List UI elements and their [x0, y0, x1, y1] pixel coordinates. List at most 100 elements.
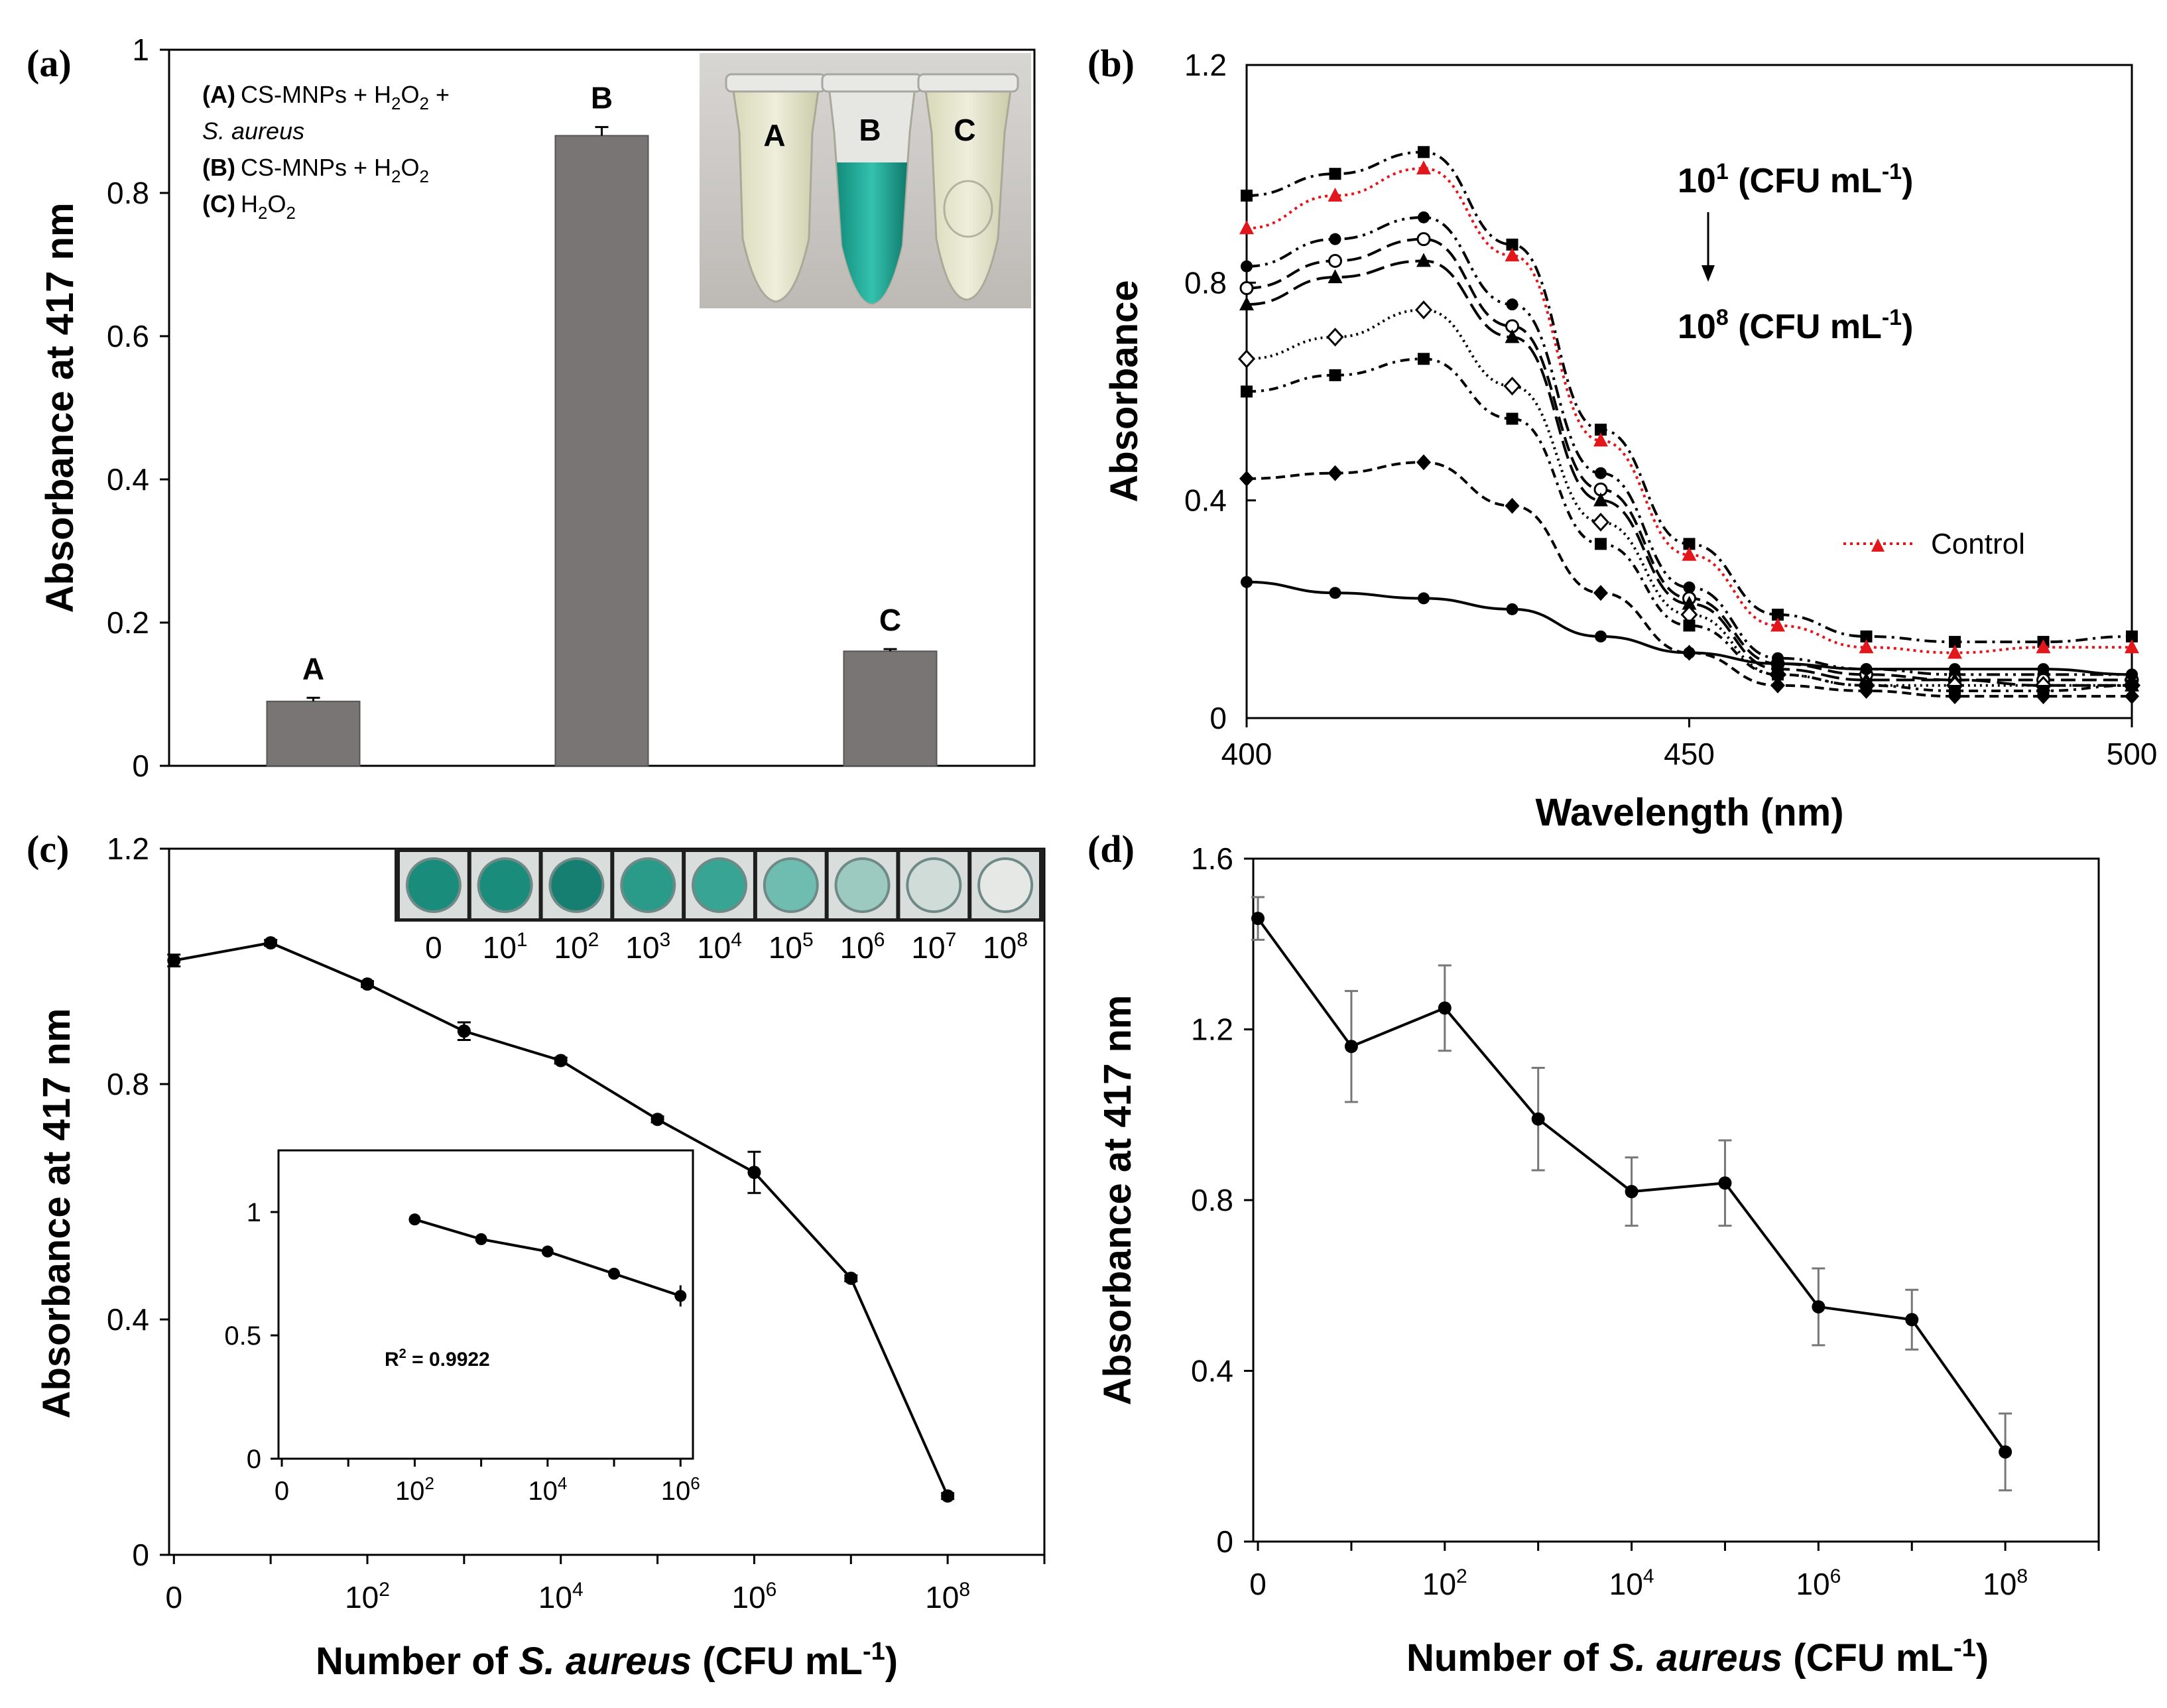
- panel-d-y-axis-title: Absorbance at 417 nm: [1096, 995, 1139, 1406]
- spectrum-point-Control: [1682, 546, 1697, 561]
- spectrum-point-10e5: [1503, 377, 1521, 396]
- spectrum-point-10e1: [1949, 636, 1961, 648]
- spectrum-point-10e3: [1328, 254, 1342, 268]
- spectrum-point-10e8: [1241, 576, 1253, 588]
- panel-d-x-tick-label: 0: [1249, 1567, 1267, 1601]
- spectrum-point-10e1: [1506, 238, 1518, 251]
- spectrum-point-Control: [1328, 188, 1343, 202]
- tube-label-c: C: [954, 113, 975, 147]
- panel-d-label: (d): [1087, 827, 1135, 871]
- panel-b-y-axis-title: Absorbance: [1103, 280, 1146, 502]
- panel-a-legend: (A) CS-MNPs + H2O2 + S. aureus (B) CS-MNPs…: [202, 81, 450, 223]
- panel-c-data-point: [941, 1489, 955, 1503]
- control-legend-label: Control: [1931, 528, 2025, 560]
- well-label: 108: [983, 929, 1028, 965]
- spectrum-point-10e7: [1770, 677, 1785, 694]
- panel-b-x-tick-label: 500: [2107, 737, 2158, 771]
- panel-d: (d) 0 0.4 0.8 1.2 1.6 0 102 104 106 108 Absorbanc…: [1087, 827, 2100, 1679]
- control-legend: Control: [1843, 528, 2025, 560]
- panel-d-plot-frame: [1252, 857, 2100, 1543]
- inset-y-tick-label: 1: [247, 1198, 261, 1227]
- panel-c-y-tick-label: 1.2: [107, 831, 149, 866]
- tube-a: [725, 73, 827, 303]
- inset-frame: [277, 1149, 694, 1460]
- inset-y-tick-label: 0: [247, 1445, 261, 1474]
- inset-x-tick-label: 0: [275, 1477, 289, 1506]
- inset-x-tick-label: 104: [528, 1473, 567, 1506]
- spectrum-point-10e1: [1241, 190, 1253, 202]
- legend-entry-b: (B) CS-MNPs + H2O2: [202, 154, 429, 186]
- bar-label-B: B: [591, 81, 613, 115]
- well: [977, 857, 1034, 913]
- spectrum-point-10e5: [1237, 349, 1256, 369]
- panel-d-data-point: [1625, 1185, 1639, 1199]
- tube-label-a: A: [763, 118, 785, 152]
- well-label: 106: [840, 929, 885, 965]
- spectrum-point-10e3: [1239, 281, 1254, 296]
- panel-b-axes: 0 0.4 0.8 1.2 400 450 500: [1184, 48, 2157, 771]
- well-label: 107: [911, 929, 956, 965]
- spectrum-point-10e1: [1329, 168, 1341, 180]
- inset-x-tick-label: 106: [661, 1473, 700, 1506]
- well: [620, 857, 676, 913]
- well-label: 0: [425, 930, 442, 965]
- panel-b-series: [1237, 146, 2141, 705]
- spectrum-point-10e6: [1418, 353, 1430, 365]
- panel-b: (b) 0 0.4 0.8 1.2 400 450 500 Absorbance Wavel…: [1087, 42, 2157, 834]
- spectrum-point-10e1: [1683, 538, 1696, 550]
- panel-a-y-tick-label: 0.4: [107, 462, 149, 497]
- spectrum-point-10e2: [1418, 211, 1430, 223]
- well: [834, 857, 891, 913]
- spectrum-point-10e8: [2037, 663, 2050, 676]
- spectrum-point-10e6: [1683, 619, 1696, 632]
- concentration-annotation: 101 (CFU mL-1) 108 (CFU mL-1): [1678, 159, 1913, 346]
- legend-entry-c: (C) H2O2: [202, 190, 296, 223]
- spectrum-point-10e6: [1772, 668, 1784, 681]
- panel-b-label: (b): [1087, 42, 1135, 85]
- spectrum-point-10e1: [1860, 630, 1873, 642]
- spectrum-point-10e8: [1595, 630, 1607, 642]
- spectrum-point-10e1: [1595, 423, 1607, 436]
- panel-c-x-tick-label: 104: [538, 1579, 584, 1615]
- bar-B: [554, 135, 649, 767]
- spectrum-point-10e1: [2126, 630, 2138, 642]
- spectrum-point-10e6: [1329, 369, 1341, 381]
- tube-b: [821, 73, 923, 305]
- inset-y-tick-label: 0.5: [224, 1321, 261, 1351]
- spectrum-point-Control: [1770, 617, 1785, 632]
- spectrum-point-10e2: [1595, 467, 1607, 479]
- panel-c-data-point: [844, 1271, 858, 1285]
- well-label: 103: [625, 929, 670, 965]
- panel-c-x-axis-title: Number of S. aureus (CFU mL-1): [316, 1638, 898, 1683]
- panel-a: (a) 0 0.2 0.4 0.6 0.8 1 A B C Absorbance at 417…: [27, 32, 1036, 783]
- panel-d-x-tick-label: 104: [1609, 1565, 1654, 1601]
- well-label: 105: [769, 929, 814, 965]
- panel-d-series: [1251, 896, 2012, 1492]
- panel-c-data-point: [650, 1113, 664, 1127]
- spectrum-point-Control: [1505, 247, 1520, 262]
- panel-d-axes: 0 0.4 0.8 1.2 1.6 0 102 104 106 108: [1191, 841, 2100, 1601]
- panel-a-bars: A B C: [266, 81, 938, 767]
- well: [477, 857, 533, 913]
- spectrum-point-10e6: [1595, 538, 1607, 550]
- spectrum-point-10e4: [1593, 492, 1608, 507]
- spectrum-point-10e1: [1772, 609, 1784, 621]
- bar-label-C: C: [879, 603, 901, 637]
- panel-c-series: [167, 936, 955, 1503]
- panel-a-y-axis: 0 0.2 0.4 0.6 0.8 1: [107, 32, 169, 783]
- panel-d-y-tick-label: 0.4: [1191, 1354, 1233, 1388]
- inset-data-point: [541, 1245, 554, 1258]
- panel-d-data-point: [1531, 1112, 1545, 1126]
- spectrum-point-10e4: [1239, 296, 1254, 311]
- panel-a-y-tick-label: 1: [132, 32, 149, 67]
- panel-c-x-tick-label: 102: [345, 1579, 390, 1615]
- panel-c-axes: 0 0.4 0.8 1.2 0 102 104 106 108: [107, 831, 1046, 1615]
- spectrum-line-10e3: [1246, 237, 2132, 682]
- spectrum-point-10e7: [2036, 688, 2051, 705]
- panel-c-y-tick-label: 0: [132, 1538, 149, 1572]
- panel-b-x-axis-title: Wavelength (nm): [1535, 791, 1843, 834]
- annotation-top: 101 (CFU mL-1): [1678, 159, 1913, 200]
- spectrum-point-10e7: [1859, 682, 1874, 699]
- spectrum-point-Control: [1239, 220, 1254, 235]
- panel-c-label: (c): [27, 827, 69, 871]
